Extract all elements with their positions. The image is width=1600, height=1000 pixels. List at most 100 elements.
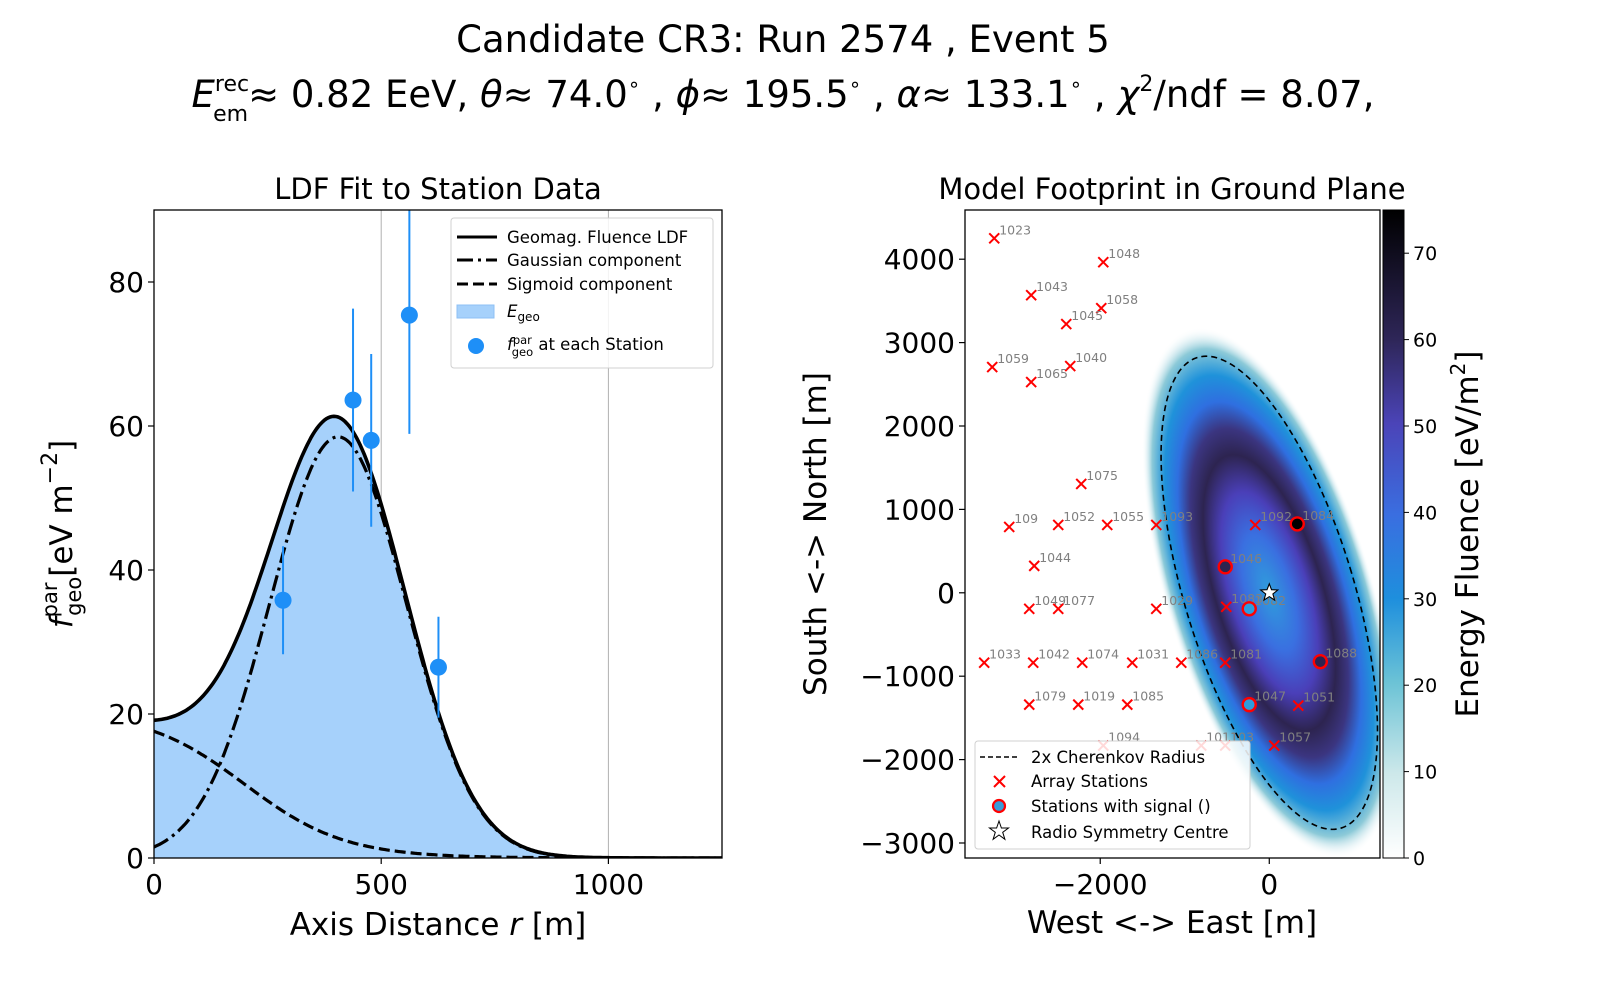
station-data-point [400,306,418,324]
energy-sup: rec [215,72,249,97]
ldf-x-label: Axis Distance r [m] [290,907,587,943]
y-tick-label: 2000 [884,410,955,443]
ldf-y-ticks: 0 20 40 60 80 [108,266,154,875]
colorbar-label-main: Energy Fluence [eV/m [1450,375,1486,717]
array-station: 1040 [1064,350,1107,372]
colorbar-tick-label: 40 [1413,502,1437,524]
station-x-marker [1150,519,1162,531]
energy-sub: em [213,102,248,127]
ldf-panel: LDF Fit to Station Data 0 500 1000 0 20 40 60… [38,172,723,943]
station-x-marker [1064,360,1076,372]
station-x-marker [1097,256,1109,268]
station-id-label: 1049 [1034,593,1066,608]
colorbar-tick-label: 50 [1413,416,1437,438]
y-tick-label: 20 [108,698,144,731]
station-id-label: 1086 [1186,647,1218,662]
station-id-label: 1044 [1039,550,1071,565]
station-x-marker [1095,302,1107,314]
station-id-label: 1023 [999,222,1031,237]
legend-f-rest: at each Station [533,335,664,354]
x-label-post: [m] [522,907,586,943]
energy-value: ≈ 0.82 EeV, [248,73,480,116]
sep-1: , [640,73,675,116]
array-station: 1082 [1241,593,1286,617]
station-x-marker [1023,603,1035,615]
footprint-legend-box [974,740,1251,850]
phi-value: ≈ 195.5 [700,73,849,116]
colorbar-tick-label: 20 [1413,675,1437,697]
legend-f-sub: geo [512,345,533,359]
array-station: 1086 [1175,647,1218,669]
ldf-legend: Geomag. Fluence LDF Gaussian component S… [450,217,714,369]
station-id-label: 1079 [1034,689,1066,704]
station-id-label: 1042 [1038,647,1070,662]
array-station: 1044 [1028,550,1071,572]
station-x-marker [1075,478,1087,490]
station-id-label: 1085 [1132,689,1164,704]
station-x-marker [1003,521,1015,533]
station-id-label: 1043 [1036,279,1068,294]
colorbar-tick-label: 0 [1413,848,1425,870]
colorbar-tick-label: 30 [1413,589,1437,611]
x-tick-label: 0 [145,868,163,901]
station-id-label: 1088 [1325,646,1357,661]
colorbar [1383,210,1404,858]
y-tick-label: −1000 [860,660,955,693]
array-station: 1093 [1150,509,1193,531]
colorbar-label-end: ] [1450,350,1486,362]
ldf-x-ticks: 0 500 1000 [145,858,644,901]
station-x-marker [1175,656,1187,669]
y-tick-label: 0 [126,842,144,875]
station-id-label: 1083 [1231,591,1263,606]
x-tick-label: 0 [1260,868,1278,901]
station-x-marker [1076,656,1088,669]
legend-ldf: Geomag. Fluence LDF [507,228,688,247]
array-station: 1081 [1219,647,1262,669]
array-station: 1085 [1121,689,1164,711]
station-x-marker [1025,289,1037,301]
ldf-y-label: fpargeo[eV m−2] [38,440,86,628]
phi-deg: ∘ [849,72,862,96]
figure-title-line1: Candidate CR3: Run 2574 , Event 5 [456,18,1110,61]
station-x-marker [1126,656,1138,669]
station-x-marker [1023,698,1035,711]
station-id-label: 1031 [1137,647,1169,662]
y-tick-label: 1000 [884,493,955,526]
station-x-marker [1268,739,1280,752]
egeo-fill-area [154,416,722,858]
legend-marker-icon [468,338,484,354]
station-x-marker [1060,318,1072,330]
station-id-label: 1033 [989,647,1021,662]
array-station: 1057 [1268,730,1311,752]
array-station: 1052 [1052,509,1095,531]
x-label-pre: Axis Distance [290,907,510,943]
colorbar-label: Energy Fluence [eV/m2] [1446,350,1486,717]
array-station: 1033 [978,647,1021,669]
array-station: 1051 [1292,690,1335,712]
array-station: 1023 [988,222,1031,244]
legend-egeo-sub: geo [517,310,539,324]
y-label-unit-sup: −2 [38,452,63,484]
legend-x-marker-icon [993,775,1006,788]
array-station: 1049 [1023,593,1066,615]
symmetry-centre-star-icon [1259,582,1280,602]
array-station: 1046 [1217,551,1262,575]
x-tick-label: 1000 [573,868,644,901]
legend-signal-stations: Stations with signal () [1031,797,1211,816]
array-station: 1083 [1220,591,1263,613]
legend-f-sup: par [513,333,532,347]
station-x-marker [978,656,990,669]
sep-3: , [1082,73,1117,116]
y-label-unit: [eV m [44,484,80,576]
station-id-label: 1019 [1083,689,1115,704]
y-tick-label: 40 [108,554,144,587]
colorbar-ticks: 0 10 20 30 40 50 60 70 [1404,243,1437,870]
station-id-label: 1059 [997,351,1029,366]
y-tick-label: 4000 [884,243,955,276]
legend-star-icon [987,819,1011,841]
station-x-marker [1052,519,1064,531]
footprint-y-ticks: −3000 −2000 −1000 0 1000 2000 3000 4000 [860,243,965,860]
signal-station-marker [1217,559,1233,575]
station-id-label: 1077 [1063,593,1095,608]
y-label-sub: geo [62,577,86,616]
